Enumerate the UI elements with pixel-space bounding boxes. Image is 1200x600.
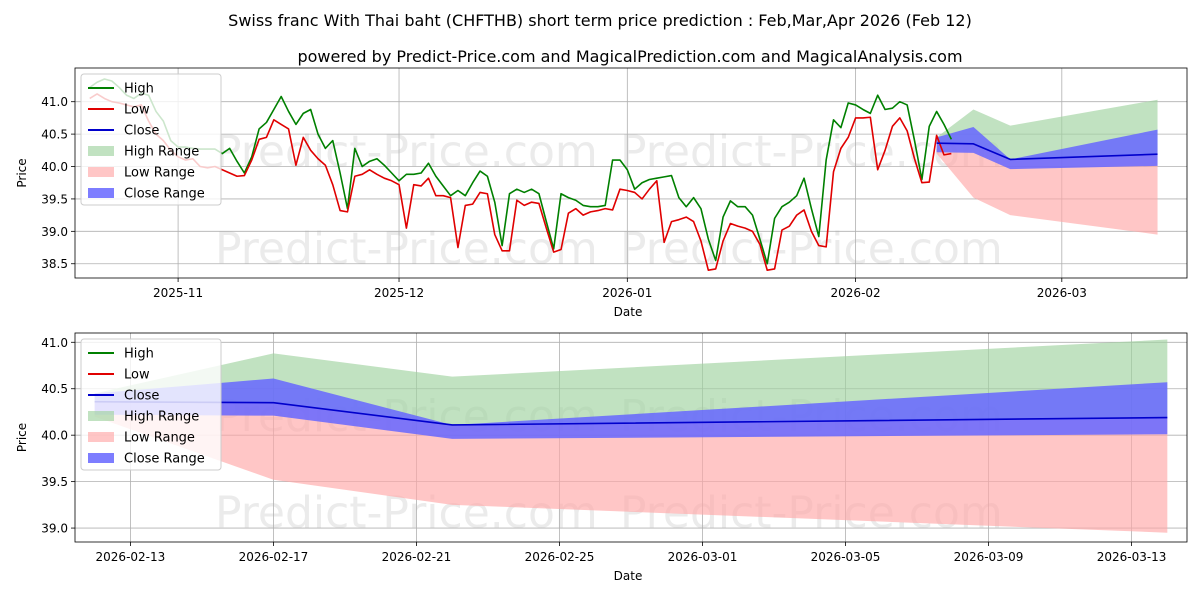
legend-label-high: High bbox=[124, 347, 154, 362]
plot-area bbox=[89, 78, 1158, 272]
legend-label-low-range: Low Range bbox=[124, 431, 195, 446]
legend: High Low Close High Range Low Range Close Ran… bbox=[80, 73, 222, 206]
legend-label-high: High bbox=[124, 82, 154, 97]
bottom-chart-panel: Predict-Price.comPredict-Price.comPredic… bbox=[15, 332, 1188, 583]
legend-swatch-close-range bbox=[88, 453, 114, 463]
chart-title: Swiss franc With Thai baht (CHFTHB) shor… bbox=[228, 11, 972, 30]
y-axis-label: Price bbox=[15, 158, 29, 187]
x-tick-label: 2026-02-17 bbox=[239, 550, 309, 564]
x-tick-label: 2026-01 bbox=[602, 286, 652, 300]
y-tick-label: 40.0 bbox=[41, 160, 68, 174]
x-tick-label: 2025-12 bbox=[374, 286, 424, 300]
x-tick-label: 2026-03-09 bbox=[954, 550, 1024, 564]
plot-area bbox=[94, 339, 1168, 533]
y-tick-label: 41.0 bbox=[41, 95, 68, 109]
x-axis-label: Date bbox=[614, 305, 643, 319]
legend-swatch-low-range bbox=[88, 432, 114, 442]
legend-label-high-range: High Range bbox=[124, 410, 199, 425]
y-tick-label: 39.5 bbox=[41, 475, 68, 489]
legend-swatch-low-range bbox=[88, 167, 114, 177]
legend-box bbox=[80, 73, 222, 206]
legend-label-close-range: Close Range bbox=[124, 452, 205, 467]
legend-label-low: Low bbox=[124, 368, 150, 383]
close-range-band bbox=[936, 126, 1158, 170]
close-range-band bbox=[94, 378, 1168, 439]
x-tick-label: 2026-02-21 bbox=[382, 550, 452, 564]
legend: High Low Close High Range Low Range Close Ran… bbox=[80, 338, 222, 471]
legend-label-high-range: High Range bbox=[124, 145, 199, 160]
high-line bbox=[89, 78, 953, 265]
y-axis-label: Price bbox=[15, 423, 29, 452]
legend-label-close: Close bbox=[124, 389, 159, 404]
watermark-text: Predict-Price.com bbox=[215, 223, 598, 274]
y-tick-label: 40.0 bbox=[41, 429, 68, 443]
chart-subtitle: powered by Predict-Price.com and Magical… bbox=[297, 47, 962, 66]
y-tick-label: 40.5 bbox=[41, 128, 68, 142]
x-tick-label: 2026-03-05 bbox=[811, 550, 881, 564]
legend-swatch-high-range bbox=[88, 411, 114, 421]
y-tick-label: 39.5 bbox=[41, 192, 68, 206]
close-line bbox=[936, 142, 1158, 161]
x-tick-label: 2026-02-13 bbox=[96, 550, 166, 564]
low-line bbox=[89, 93, 952, 272]
watermark-text: Predict-Price.com bbox=[215, 127, 598, 178]
legend-swatch-high-range bbox=[88, 146, 114, 156]
y-tick-label: 38.5 bbox=[41, 257, 68, 271]
y-tick-label: 40.5 bbox=[41, 382, 68, 396]
y-tick-label: 39.0 bbox=[41, 522, 68, 536]
y-tick-label: 39.0 bbox=[41, 225, 68, 239]
x-tick-label: 2025-11 bbox=[153, 286, 203, 300]
y-tick-label: 41.0 bbox=[41, 336, 68, 350]
legend-label-low-range: Low Range bbox=[124, 166, 195, 181]
x-tick-label: 2026-03-13 bbox=[1097, 550, 1167, 564]
legend-label-close-range: Close Range bbox=[124, 187, 205, 202]
legend-label-close: Close bbox=[124, 124, 159, 139]
axes-frame bbox=[74, 332, 1188, 543]
x-tick-label: 2026-02-25 bbox=[525, 550, 595, 564]
legend-label-low: Low bbox=[124, 103, 150, 118]
legend-swatch-close-range bbox=[88, 188, 114, 198]
axes-frame bbox=[74, 67, 1188, 279]
x-axis-label: Date bbox=[614, 569, 643, 583]
x-tick-label: 2026-02 bbox=[831, 286, 881, 300]
x-tick-label: 2026-03-01 bbox=[668, 550, 738, 564]
top-chart-panel: Predict-Price.com Predict-Price.comPredic… bbox=[15, 67, 1188, 319]
legend-box bbox=[80, 338, 222, 471]
x-tick-label: 2026-03 bbox=[1037, 286, 1087, 300]
